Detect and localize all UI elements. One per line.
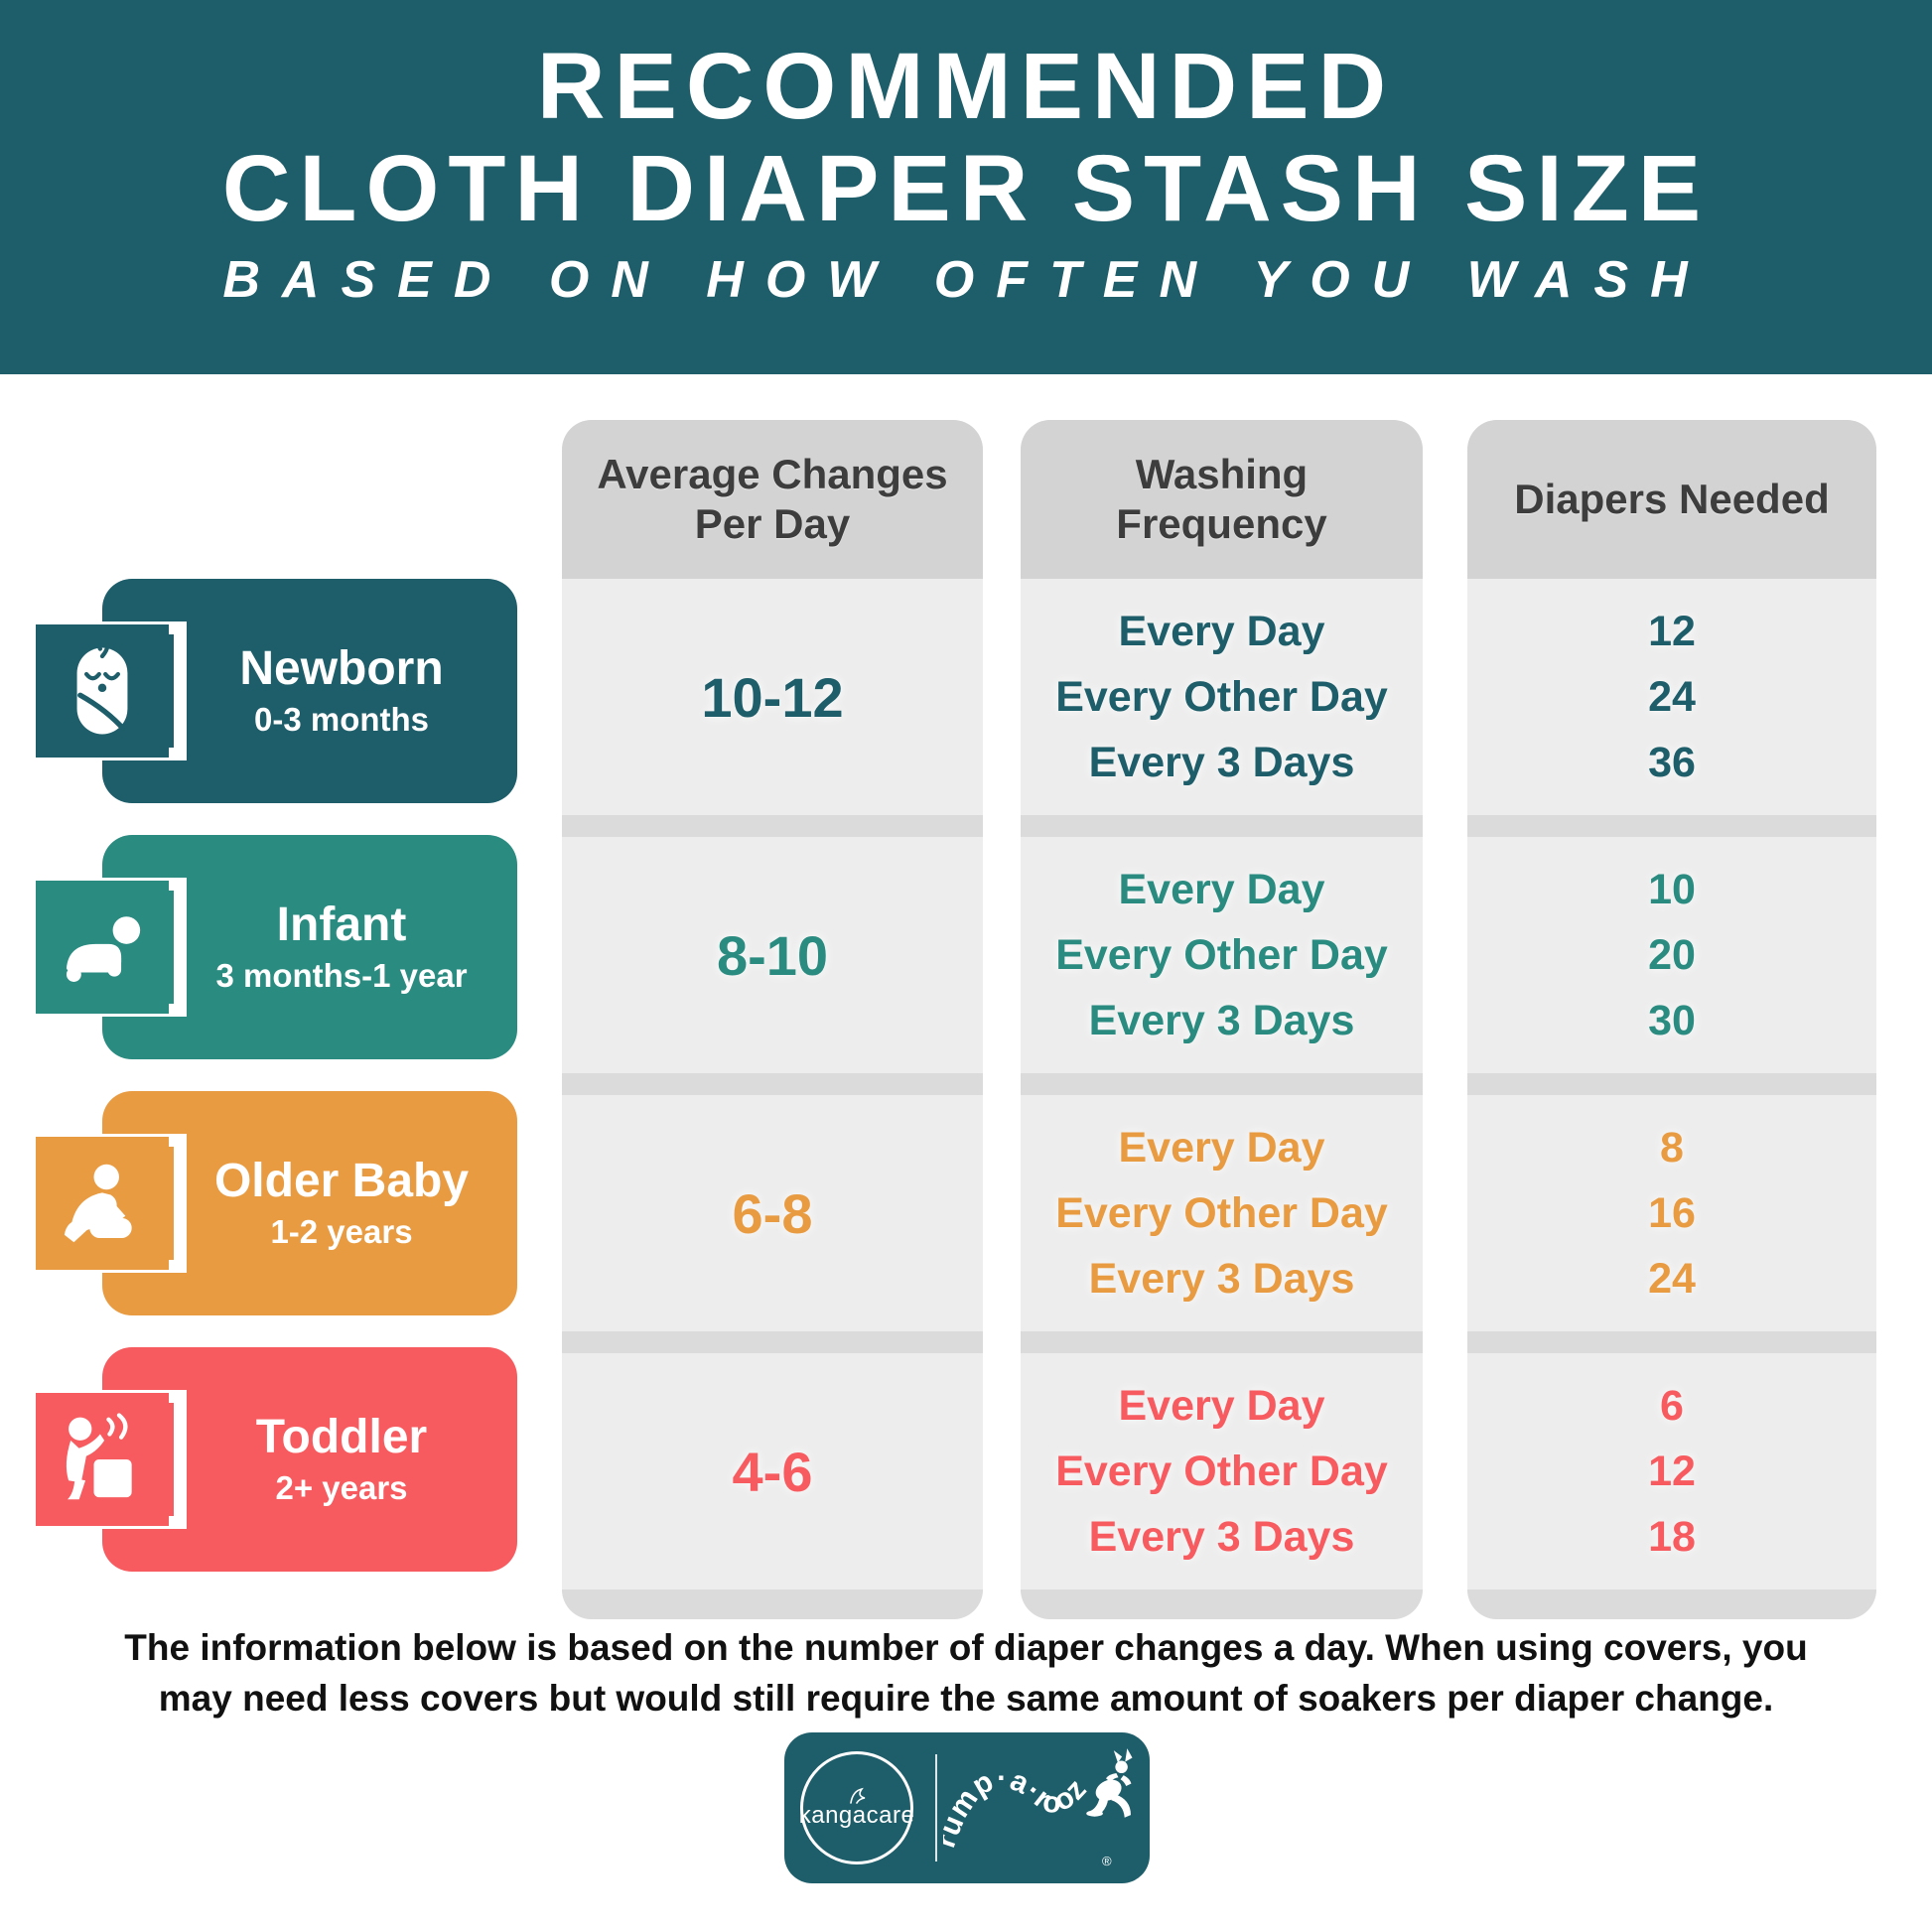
- age-group-range: 1-2 years: [270, 1213, 413, 1251]
- frequency-line: Every 3 Days: [1088, 739, 1355, 786]
- age-group-name: Infant: [276, 897, 407, 951]
- diapers-value: 20: [1648, 931, 1696, 979]
- diapers-value: 24: [1648, 1255, 1696, 1303]
- table-cell: 10-12: [562, 579, 983, 815]
- diapers-value: 10: [1648, 866, 1696, 913]
- table-cell: 8 16 24: [1467, 1095, 1876, 1331]
- column-washing-frequency: Washing Frequency Every Day Every Other …: [1021, 420, 1423, 1619]
- standing-toddler-icon: [36, 1393, 169, 1526]
- header-banner: RECOMMENDED CLOTH DIAPER STASH SIZE BASE…: [0, 0, 1932, 374]
- crawling-baby-icon: [36, 881, 169, 1014]
- kangacare-logo: kangacare: [798, 1751, 915, 1864]
- age-group-name: Newborn: [239, 641, 444, 695]
- column-diapers-needed: Diapers Needed 12 24 36 10 20 30 8 16 24…: [1467, 420, 1876, 1619]
- column-header: Washing Frequency: [1021, 420, 1423, 579]
- rumparooz-logo: rump·a·rooz ®: [943, 1748, 1133, 1868]
- frequency-line: Every 3 Days: [1088, 1513, 1355, 1561]
- diapers-value: 16: [1648, 1189, 1696, 1237]
- row-separator: [562, 1331, 983, 1353]
- changes-value: 8-10: [716, 923, 829, 987]
- kangaroo-icon: [1086, 1748, 1133, 1818]
- age-group-range: 0-3 months: [253, 701, 430, 739]
- age-group-name: Older Baby: [213, 1154, 470, 1207]
- frequency-line: Every Day: [1118, 608, 1325, 655]
- diapers-value: 30: [1648, 997, 1696, 1044]
- footer-note-line-1: The information below is based on the nu…: [124, 1627, 1808, 1668]
- table-cell: Every Day Every Other Day Every 3 Days: [1021, 1353, 1423, 1589]
- title-line-2: CLOTH DIAPER STASH SIZE: [221, 136, 1711, 241]
- registered-mark: ®: [1102, 1854, 1112, 1868]
- frequency-line: Every Day: [1118, 866, 1325, 913]
- kangacare-wordmark: kangacare: [798, 1802, 915, 1829]
- column-header: Average Changes Per Day: [562, 420, 983, 579]
- row-separator: [1021, 815, 1423, 837]
- diapers-value: 24: [1648, 673, 1696, 721]
- changes-value: 10-12: [701, 665, 844, 729]
- frequency-line: Every Day: [1118, 1382, 1325, 1430]
- frequency-line: Every Other Day: [1055, 673, 1388, 721]
- frequency-line: Every Other Day: [1055, 1189, 1388, 1237]
- age-group-range: 3 months-1 year: [215, 957, 468, 995]
- row-separator: [1021, 1073, 1423, 1095]
- table-cell: 6-8: [562, 1095, 983, 1331]
- frequency-line: Every Other Day: [1055, 931, 1388, 979]
- frequency-line: Every Day: [1118, 1124, 1325, 1172]
- table-cell: Every Day Every Other Day Every 3 Days: [1021, 837, 1423, 1073]
- diapers-value: 18: [1648, 1513, 1696, 1561]
- row-separator: [1021, 1331, 1423, 1353]
- changes-value: 6-8: [732, 1181, 813, 1245]
- age-card-newborn: Newborn 0-3 months: [36, 579, 517, 803]
- subtitle: BASED ON HOW OFTEN YOU WASH: [222, 251, 1710, 309]
- frequency-line: Every 3 Days: [1088, 997, 1355, 1044]
- row-separator: [562, 1073, 983, 1095]
- table-cell: 4-6: [562, 1353, 983, 1589]
- frequency-line: Every 3 Days: [1088, 1255, 1355, 1303]
- row-separator: [562, 815, 983, 837]
- age-card-infant: Infant 3 months-1 year: [36, 835, 517, 1059]
- row-separator: [1467, 1073, 1876, 1095]
- kangaroo-mark-icon: [850, 1787, 866, 1804]
- svg-text:rump·a·rooz: rump·a·rooz: [943, 1762, 1093, 1852]
- frequency-line: Every Other Day: [1055, 1448, 1388, 1495]
- diapers-value: 6: [1660, 1382, 1684, 1430]
- table-cell: 10 20 30: [1467, 837, 1876, 1073]
- table-cell: Every Day Every Other Day Every 3 Days: [1021, 1095, 1423, 1331]
- swaddled-baby-icon: [36, 624, 169, 758]
- table-cell: 6 12 18: [1467, 1353, 1876, 1589]
- row-separator: [1467, 1331, 1876, 1353]
- column-bottom-cap: [562, 1589, 983, 1619]
- footer-note-line-2: may need less covers but would still req…: [158, 1678, 1774, 1719]
- diapers-value: 36: [1648, 739, 1696, 786]
- row-separator: [1467, 815, 1876, 837]
- rumparooz-wordmark: rump·a·rooz: [943, 1762, 1092, 1852]
- diapers-value: 8: [1660, 1124, 1684, 1172]
- column-bottom-cap: [1021, 1589, 1423, 1619]
- footer-note: The information below is based on the nu…: [0, 1622, 1932, 1724]
- diapers-value: 12: [1648, 1448, 1696, 1495]
- age-group-name: Toddler: [255, 1410, 428, 1463]
- brand-badge: kangacare rump·a·rooz ®: [784, 1732, 1150, 1883]
- table-cell: 12 24 36: [1467, 579, 1876, 815]
- age-card-toddler: Toddler 2+ years: [36, 1347, 517, 1572]
- badge-divider: [935, 1754, 937, 1862]
- column-header: Diapers Needed: [1467, 420, 1876, 579]
- title-line-1: RECOMMENDED: [536, 34, 1396, 139]
- changes-value: 4-6: [732, 1440, 813, 1503]
- climbing-baby-icon: [36, 1137, 169, 1270]
- table-cell: Every Day Every Other Day Every 3 Days: [1021, 579, 1423, 815]
- diapers-value: 12: [1648, 608, 1696, 655]
- age-group-range: 2+ years: [275, 1469, 408, 1507]
- column-bottom-cap: [1467, 1589, 1876, 1619]
- age-card-older-baby: Older Baby 1-2 years: [36, 1091, 517, 1315]
- table-cell: 8-10: [562, 837, 983, 1073]
- column-average-changes: Average Changes Per Day 10-12 8-10 6-8 4…: [562, 420, 983, 1619]
